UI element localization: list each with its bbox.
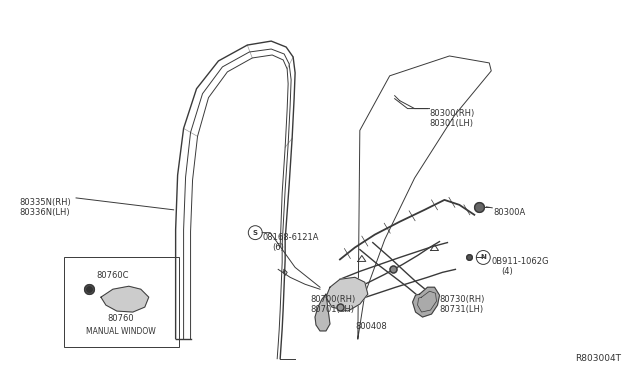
Text: 80335N(RH): 80335N(RH)	[19, 198, 71, 207]
Text: (4): (4)	[501, 267, 513, 276]
Text: 0B911-1062G: 0B911-1062G	[492, 257, 548, 266]
Polygon shape	[315, 294, 330, 331]
Bar	[64, 257, 179, 347]
Text: 80336N(LH): 80336N(LH)	[19, 208, 70, 217]
Text: 80300A: 80300A	[493, 208, 525, 217]
Text: 80300(RH): 80300(RH)	[429, 109, 475, 118]
Text: (6): (6)	[272, 243, 284, 251]
Polygon shape	[101, 286, 148, 312]
Text: 80701(LH): 80701(LH)	[310, 305, 354, 314]
Text: 80760: 80760	[108, 314, 134, 323]
Text: 80730(RH): 80730(RH)	[440, 295, 485, 304]
Text: 08168-6121A: 08168-6121A	[262, 232, 319, 242]
Polygon shape	[326, 277, 368, 311]
Text: 800408: 800408	[356, 322, 388, 331]
Text: S: S	[253, 230, 258, 235]
Text: 80700(RH): 80700(RH)	[310, 295, 355, 304]
Text: 80731(LH): 80731(LH)	[440, 305, 484, 314]
Text: MANUAL WINDOW: MANUAL WINDOW	[86, 327, 156, 336]
Polygon shape	[413, 287, 440, 317]
Text: R803004T: R803004T	[575, 354, 621, 363]
Text: 80301(LH): 80301(LH)	[429, 119, 474, 128]
Text: N: N	[481, 254, 486, 260]
Text: 80760C: 80760C	[96, 271, 129, 280]
